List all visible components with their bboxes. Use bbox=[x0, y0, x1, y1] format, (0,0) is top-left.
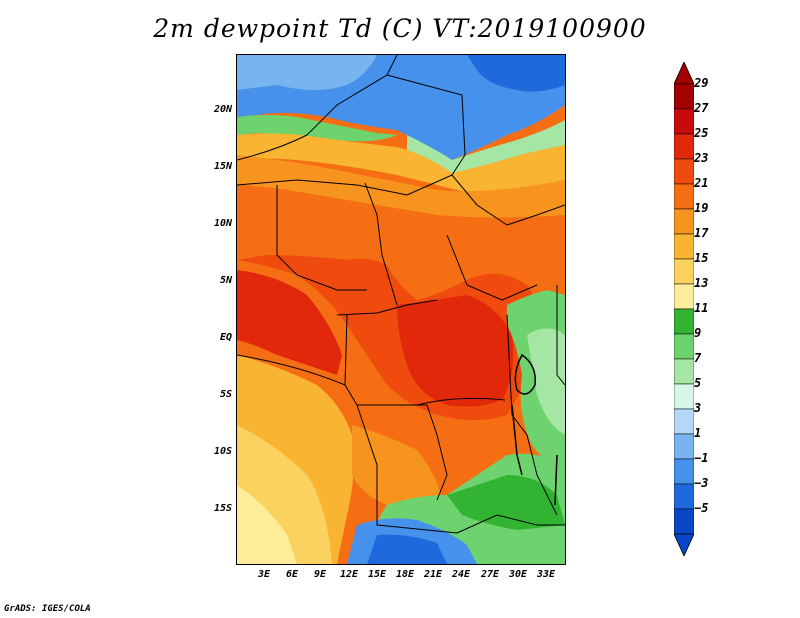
colorbar-tick-label: 19 bbox=[694, 201, 709, 215]
colorbar-segment bbox=[674, 233, 694, 260]
colorbar-segment bbox=[674, 358, 694, 385]
colorbar-tick-label: 3 bbox=[694, 401, 702, 415]
lon-label-21e: 21E bbox=[423, 569, 443, 580]
colorbar-tick-label: 7 bbox=[694, 351, 702, 365]
map-field bbox=[237, 55, 565, 564]
colorbar-segment bbox=[674, 308, 694, 335]
colorbar-tick-label: 23 bbox=[694, 151, 709, 165]
colorbar bbox=[674, 62, 694, 556]
colorbar-tick-label: −1 bbox=[694, 451, 709, 465]
colorbar-tick-label: 13 bbox=[694, 276, 709, 290]
colorbar-tick-label: 9 bbox=[694, 326, 702, 340]
lat-label-eq: EQ bbox=[219, 332, 232, 343]
colorbar-segment bbox=[674, 208, 694, 235]
colorbar-tick-label: 1 bbox=[694, 426, 702, 440]
lat-label-10n: 10N bbox=[213, 218, 232, 229]
colorbar-tick-label: 21 bbox=[694, 176, 709, 190]
lon-label-15e: 15E bbox=[367, 569, 387, 580]
lon-label-27e: 27E bbox=[480, 569, 500, 580]
colorbar-tick-label: 25 bbox=[694, 126, 709, 140]
colorbar-tick-label: 27 bbox=[694, 101, 709, 115]
lon-label-3e: 3E bbox=[257, 569, 271, 580]
colorbar-segment bbox=[674, 83, 694, 110]
colorbar-segment bbox=[674, 383, 694, 410]
colorbar-segment bbox=[674, 433, 694, 460]
lat-label-15n: 15N bbox=[213, 161, 232, 172]
colorbar-segment bbox=[674, 333, 694, 360]
lon-label-33e: 33E bbox=[536, 569, 556, 580]
colorbar-segment bbox=[674, 458, 694, 485]
credit-label: GrADS: IGES/COLA bbox=[4, 604, 91, 614]
lat-label-5n: 5N bbox=[219, 275, 232, 286]
colorbar-top-triangle bbox=[674, 62, 694, 85]
lon-label-24e: 24E bbox=[451, 569, 471, 580]
colorbar-tick-label: 15 bbox=[694, 251, 709, 265]
colorbar-tick-label: 5 bbox=[694, 376, 702, 390]
colorbar-tick-label: 17 bbox=[694, 226, 709, 240]
colorbar-segment bbox=[674, 408, 694, 435]
colorbar-segment bbox=[674, 483, 694, 510]
colorbar-tick-label: −5 bbox=[694, 501, 709, 515]
colorbar-tick-label: −3 bbox=[694, 476, 709, 490]
colorbar-segment bbox=[674, 258, 694, 285]
chart-title: 2m dewpoint Td (C) VT:2019100900 bbox=[153, 14, 647, 43]
lon-label-30e: 30E bbox=[508, 569, 528, 580]
colorbar-tick-label: 29 bbox=[694, 76, 709, 90]
colorbar-bottom-triangle bbox=[674, 533, 694, 556]
colorbar-segment bbox=[674, 508, 694, 535]
lon-label-18e: 18E bbox=[395, 569, 415, 580]
colorbar-segment bbox=[674, 108, 694, 135]
lon-label-6e: 6E bbox=[285, 569, 299, 580]
dewpoint-map bbox=[236, 54, 566, 565]
lon-label-9e: 9E bbox=[313, 569, 327, 580]
lat-label-15s: 15S bbox=[213, 503, 232, 514]
colorbar-segment bbox=[674, 183, 694, 210]
lat-label-10s: 10S bbox=[213, 446, 232, 457]
colorbar-segment bbox=[674, 158, 694, 185]
colorbar-tick-label: 11 bbox=[694, 301, 709, 315]
colorbar-segment bbox=[674, 133, 694, 160]
lat-label-20n: 20N bbox=[213, 104, 232, 115]
lon-label-12e: 12E bbox=[339, 569, 359, 580]
colorbar-segment bbox=[674, 283, 694, 310]
lat-label-5s: 5S bbox=[219, 389, 232, 400]
